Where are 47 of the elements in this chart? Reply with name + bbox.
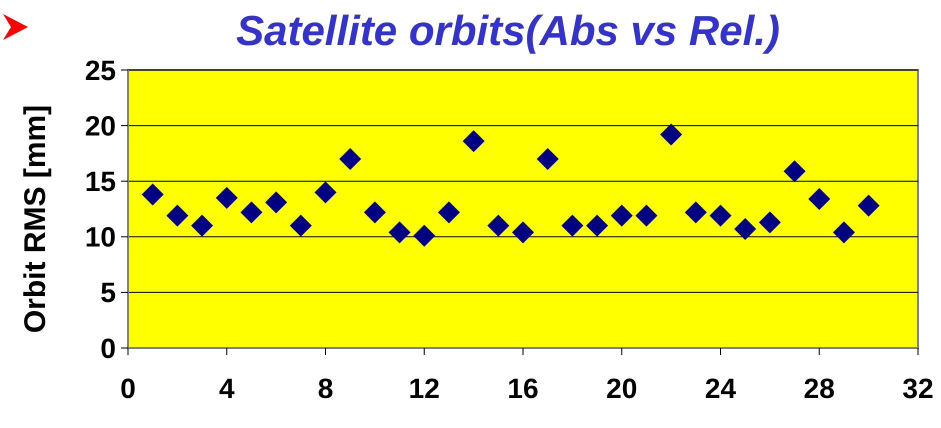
point (610, 204, 633, 227)
point (388, 221, 411, 244)
point (512, 221, 534, 244)
point (142, 184, 164, 206)
point (166, 204, 188, 227)
y-tick-label: 20 (84, 110, 116, 142)
point (561, 214, 584, 237)
point (832, 221, 855, 244)
point (462, 130, 485, 152)
point (487, 214, 510, 237)
x-tick-label: 12 (408, 373, 440, 404)
point (784, 160, 806, 182)
x-tick-label: 4 (218, 373, 235, 404)
point (240, 201, 262, 224)
x-tick-label: 28 (804, 373, 835, 404)
point (710, 204, 732, 227)
point (660, 123, 682, 146)
point (438, 201, 460, 224)
point (858, 194, 880, 217)
point (635, 204, 658, 227)
x-tick-label: 8 (318, 373, 334, 404)
y-tick-label: 10 (84, 222, 116, 253)
point (808, 188, 830, 210)
x-tick-label: 24 (704, 373, 736, 404)
point (216, 186, 238, 209)
point (339, 148, 362, 170)
point (413, 224, 436, 247)
x-tick-label: 20 (606, 373, 638, 404)
y-tick-label: 15 (84, 166, 116, 197)
point (734, 218, 756, 240)
point (314, 181, 336, 204)
x-tick-label: 0 (120, 373, 136, 404)
point (290, 214, 312, 237)
point (536, 148, 559, 170)
y-tick-label: 5 (100, 277, 116, 308)
chart-title: Satellite orbits(Abs vs Rel.) (236, 7, 780, 54)
y-tick-label: 25 (84, 54, 116, 86)
x-tick-label: 16 (507, 373, 539, 404)
point (364, 201, 386, 224)
point (684, 201, 707, 224)
point (265, 191, 288, 214)
point (191, 214, 214, 237)
point (758, 211, 781, 234)
y-tick-label: 0 (100, 332, 116, 364)
y-axis-title: Orbit RMS [mm] (19, 104, 52, 334)
point (586, 214, 608, 237)
x-tick-label: 32 (902, 373, 934, 404)
